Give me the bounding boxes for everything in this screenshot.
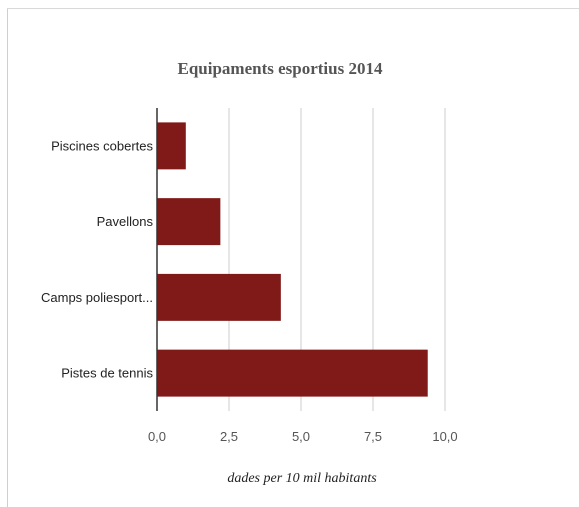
frame-border-left — [7, 8, 8, 507]
bar — [157, 349, 428, 397]
frame-border-top — [7, 8, 579, 9]
x-tick-label: 10,0 — [432, 429, 457, 444]
category-label: Pavellons — [97, 214, 154, 229]
x-tick-label: 7,5 — [364, 429, 382, 444]
category-label: Piscines cobertes — [51, 138, 153, 153]
category-labels: Piscines cobertes Pavellons Camps poliespo… — [41, 138, 153, 380]
bar — [157, 122, 186, 170]
x-axis-label: dades per 10 mil habitants — [227, 471, 377, 486]
x-tick-label: 5,0 — [292, 429, 310, 444]
bar — [157, 273, 281, 321]
category-label: Pistes de tennis — [61, 366, 153, 381]
bar — [157, 198, 221, 246]
bars — [157, 122, 428, 397]
x-tick-label: 0,0 — [148, 429, 166, 444]
x-tick-label: 2,5 — [220, 429, 238, 444]
chart-title: Equipaments esportius 2014 — [178, 59, 383, 78]
category-label: Camps poliesport... — [41, 290, 153, 305]
x-tick-labels: 0,0 2,5 5,0 7,5 10,0 — [148, 429, 458, 444]
